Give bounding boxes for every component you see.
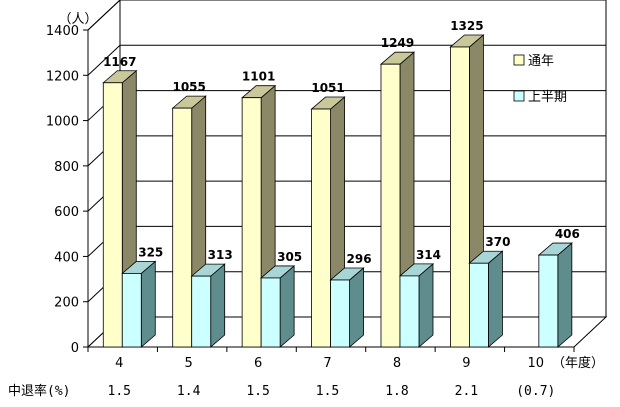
- legend-swatch: [513, 90, 525, 102]
- y-tick-label: 800: [54, 160, 79, 175]
- x-axis-unit: （年度）: [552, 355, 604, 371]
- bar-front: [380, 63, 401, 348]
- bar-first-half-10: [537, 242, 573, 348]
- x-tick-label: 8: [393, 356, 401, 371]
- bar-side: [557, 242, 573, 348]
- y-axis-ticks: 0 200 400 600 800 1000 1200 1400: [46, 24, 88, 356]
- bar-front: [121, 273, 142, 348]
- bar-front: [241, 97, 262, 348]
- bar-front: [469, 262, 489, 348]
- dropout-rate-value: 1.5: [108, 384, 131, 399]
- data-label: 1249: [381, 36, 414, 50]
- legend-label: 上半期: [528, 90, 567, 105]
- x-tick-label: 5: [185, 356, 193, 371]
- dropout-rate-value: 2.1: [455, 384, 478, 399]
- bar-front: [260, 277, 281, 348]
- x-tick-label: 7: [323, 356, 331, 371]
- bar-first-half-8: [398, 263, 435, 348]
- x-tick-label: 6: [254, 356, 262, 371]
- bar-front: [399, 275, 420, 348]
- y-tick-label: 400: [54, 250, 79, 265]
- bar-front: [330, 279, 350, 348]
- y-axis-unit: （人）: [58, 12, 97, 27]
- legend-item: 上半期: [513, 90, 567, 105]
- x-axis-ticks: 4 5 6 7 8 9 10: [87, 347, 575, 371]
- y-tick-label: 1000: [46, 115, 79, 130]
- legend-item: 通年: [513, 54, 554, 69]
- x-tick-label: 9: [462, 356, 470, 371]
- bar-front: [538, 254, 559, 348]
- bar-first-half-6: [260, 265, 296, 348]
- bar-side: [349, 267, 364, 348]
- data-label: 1101: [242, 70, 275, 84]
- bar-side: [279, 265, 295, 348]
- dropout-rate-label: 中退率(%): [8, 383, 70, 399]
- bar-side: [488, 250, 503, 348]
- bar-side: [210, 263, 226, 348]
- dropout-rate-value: (0.7): [516, 384, 555, 399]
- gridline: [87, 0, 606, 31]
- legend-label: 通年: [528, 54, 554, 69]
- y-tick-label: 600: [54, 205, 79, 220]
- gridline: [87, 44, 606, 76]
- bar-front: [191, 275, 212, 348]
- dropout-rate-value: 1.8: [385, 384, 408, 399]
- bar-side: [140, 260, 156, 348]
- bar-front: [102, 82, 123, 348]
- data-label: 313: [208, 248, 233, 262]
- bars: [102, 34, 573, 348]
- bar-side: [418, 263, 434, 348]
- bar-first-half-4: [121, 260, 157, 348]
- data-label: 314: [416, 248, 441, 262]
- legend-swatch: [513, 54, 525, 66]
- data-label: 1055: [172, 80, 205, 94]
- bar-first-half-9: [468, 250, 504, 348]
- data-label: 406: [555, 227, 580, 241]
- data-label: 370: [485, 235, 510, 249]
- x-tick-label: 10: [528, 356, 545, 371]
- bar-front: [172, 107, 193, 348]
- dropout-rate-value: 1.4: [177, 384, 201, 399]
- bar-first-half-5: [190, 263, 226, 348]
- data-label: 296: [347, 252, 372, 266]
- y-tick-label: 1400: [46, 24, 79, 39]
- y-tick-label: 0: [71, 341, 79, 356]
- bar-front: [311, 108, 331, 348]
- data-labels: 1167 325 1055 313 1101 305 1051 296 1249 314 1325 3…: [103, 19, 580, 266]
- y-tick-label: 200: [54, 296, 79, 311]
- dropout-rate-row: 1.5 1.4 1.5 1.5 1.8 2.1 (0.7): [108, 384, 556, 399]
- data-label: 325: [138, 245, 163, 259]
- bar-front: [450, 46, 470, 348]
- data-label: 305: [277, 250, 302, 264]
- y-tick-label: 1200: [46, 69, 79, 84]
- data-label: 1325: [450, 19, 483, 33]
- data-label: 1167: [103, 55, 136, 69]
- dropout-rate-value: 1.5: [246, 384, 269, 399]
- dropout-rate-value: 1.5: [316, 384, 339, 399]
- bar-first-half-7: [329, 267, 365, 348]
- data-label: 1051: [311, 81, 344, 95]
- x-tick-label: 4: [115, 356, 123, 371]
